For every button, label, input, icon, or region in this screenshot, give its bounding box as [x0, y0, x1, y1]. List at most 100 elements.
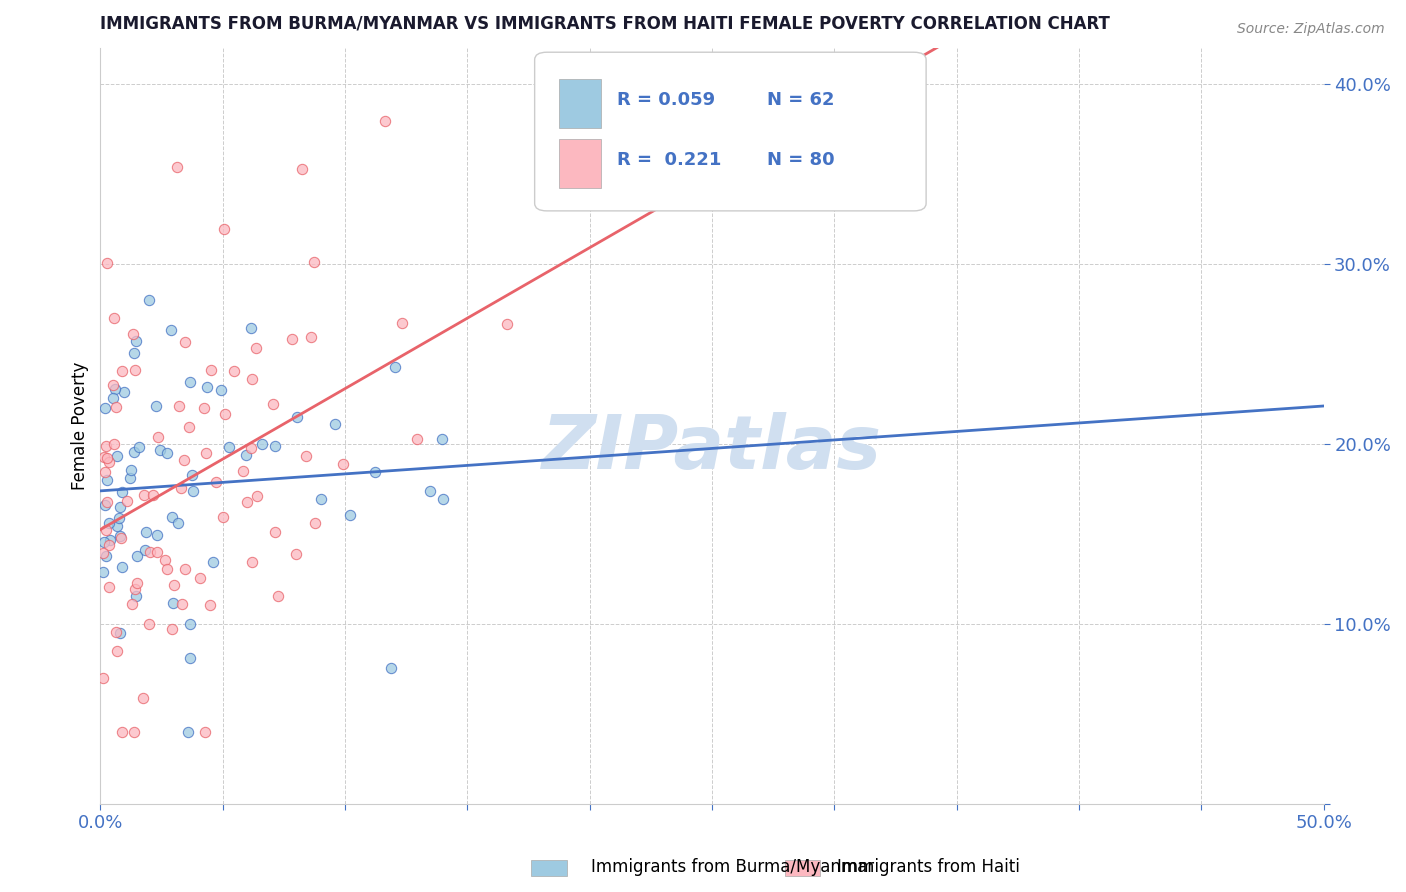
Point — [91, 671, 114, 685]
Point — [93, 534, 115, 549]
Point — [96, 495, 118, 509]
Point — [180, 468, 202, 483]
Point — [96, 256, 118, 270]
Point — [309, 491, 332, 506]
Point — [174, 335, 197, 350]
Point — [212, 509, 235, 524]
Point — [94, 401, 117, 415]
Point — [97, 580, 120, 594]
Point — [103, 310, 125, 325]
Point — [156, 446, 179, 460]
Point — [120, 463, 142, 477]
Text: N = 80: N = 80 — [768, 152, 835, 169]
Point — [111, 364, 134, 378]
Point — [245, 489, 267, 503]
Point — [135, 524, 157, 539]
Point — [205, 475, 228, 490]
Point — [104, 383, 127, 397]
Point — [496, 317, 519, 331]
Point — [111, 484, 134, 499]
Point — [125, 590, 148, 604]
Point — [122, 444, 145, 458]
Point — [98, 516, 121, 530]
Point — [179, 375, 201, 389]
Point — [110, 531, 132, 545]
FancyBboxPatch shape — [560, 139, 600, 188]
Point — [432, 491, 454, 506]
Point — [132, 488, 155, 502]
Point — [174, 562, 197, 576]
Point — [125, 549, 148, 564]
Point — [222, 364, 245, 378]
Text: Source: ZipAtlas.com: Source: ZipAtlas.com — [1237, 22, 1385, 37]
Point — [179, 616, 201, 631]
Point — [285, 409, 308, 424]
Point — [124, 362, 146, 376]
Text: Immigrants from Burma/Myanmar: Immigrants from Burma/Myanmar — [591, 858, 873, 876]
Point — [122, 327, 145, 342]
Point — [121, 598, 143, 612]
Point — [202, 555, 225, 569]
Point — [323, 417, 346, 431]
Point — [263, 524, 285, 539]
Point — [218, 441, 240, 455]
Point — [167, 399, 190, 413]
Text: IMMIGRANTS FROM BURMA/MYANMAR VS IMMIGRANTS FROM HAITI FEMALE POVERTY CORRELATIO: IMMIGRANTS FROM BURMA/MYANMAR VS IMMIGRA… — [100, 15, 1111, 33]
Point — [96, 549, 118, 563]
Point — [267, 589, 290, 603]
Point — [304, 516, 326, 531]
Point — [101, 391, 124, 405]
Point — [173, 453, 195, 467]
Point — [380, 660, 402, 674]
Point — [339, 508, 361, 523]
Point — [160, 510, 183, 524]
Point — [91, 546, 114, 560]
Point — [138, 293, 160, 307]
Point — [118, 471, 141, 485]
Point — [132, 691, 155, 706]
Point — [108, 500, 131, 514]
Point — [138, 617, 160, 632]
Point — [290, 161, 312, 176]
Point — [145, 399, 167, 413]
Point — [156, 562, 179, 576]
Y-axis label: Female Poverty: Female Poverty — [72, 362, 89, 491]
Point — [108, 528, 131, 542]
Point — [194, 725, 217, 739]
Text: R = 0.059: R = 0.059 — [617, 91, 714, 109]
Point — [110, 625, 132, 640]
Point — [364, 465, 387, 479]
Text: Immigrants from Haiti: Immigrants from Haiti — [837, 858, 1019, 876]
Point — [138, 544, 160, 558]
Point — [177, 725, 200, 739]
Point — [299, 330, 322, 344]
Point — [294, 449, 316, 463]
Point — [188, 571, 211, 585]
Point — [162, 622, 184, 636]
Point — [128, 440, 150, 454]
Point — [209, 383, 232, 397]
Point — [166, 516, 188, 531]
Point — [149, 442, 172, 457]
Point — [125, 576, 148, 591]
Point — [91, 565, 114, 579]
Point — [235, 448, 257, 462]
Point — [111, 560, 134, 574]
Point — [105, 400, 128, 414]
Point — [193, 401, 215, 416]
Point — [239, 321, 262, 335]
Point — [100, 533, 122, 547]
Point — [94, 523, 117, 537]
Point — [419, 483, 441, 498]
Point — [162, 596, 184, 610]
Point — [115, 494, 138, 508]
Point — [332, 457, 354, 471]
Point — [94, 465, 117, 479]
Point — [181, 483, 204, 498]
Text: ZIPatlas: ZIPatlas — [543, 412, 882, 485]
Point — [194, 446, 217, 460]
Point — [250, 437, 273, 451]
Point — [200, 598, 222, 612]
FancyBboxPatch shape — [560, 78, 600, 128]
Point — [236, 495, 259, 509]
